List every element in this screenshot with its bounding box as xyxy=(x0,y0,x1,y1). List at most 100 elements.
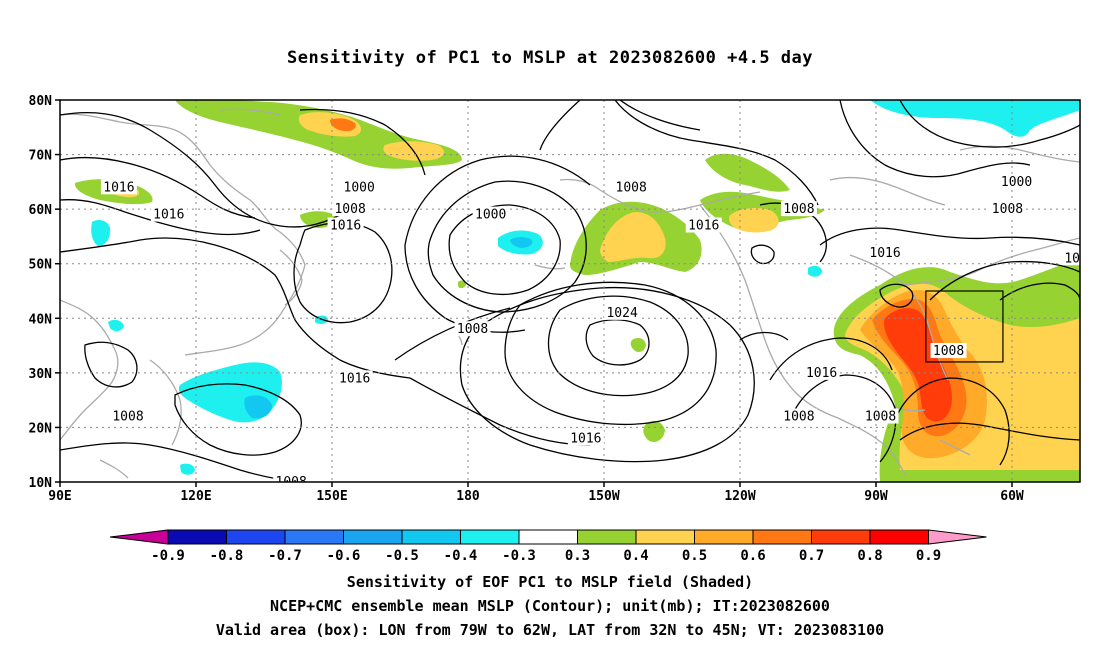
colorbar-swatch xyxy=(811,529,871,545)
colorbar-label: 0.4 xyxy=(623,548,648,564)
longitude-axis: 90E 120E 150E 180 150W 120W 90W 60W xyxy=(48,482,1024,504)
contour-label-bg xyxy=(341,179,378,195)
colorbar-label: -0.9 xyxy=(151,548,185,564)
lat-tick-label: 70N xyxy=(29,149,53,164)
contour-label-bg xyxy=(150,206,187,222)
contour-label-bg xyxy=(100,179,137,195)
contour-label-bg xyxy=(472,206,509,222)
mslp-contours xyxy=(60,100,1080,482)
contour-label: 1016 xyxy=(339,371,370,386)
colorbar-high-triangle xyxy=(928,529,987,545)
colorbar-swatch xyxy=(401,529,461,545)
contour-labels: 1016 1000 1008 1016 1016 1000 1008 1016 1008 1000… xyxy=(100,173,1095,490)
colorbar-label: -0.7 xyxy=(268,548,302,564)
lon-tick-label: 180 xyxy=(456,489,480,504)
caption-line-1: Sensitivity of EOF PC1 to MSLP field (Sh… xyxy=(346,573,754,591)
contour-label-bg xyxy=(862,408,899,424)
lon-tick-label: 90W xyxy=(864,489,888,504)
contour-label-bg xyxy=(780,408,817,424)
colorbar: -0.9 -0.8 -0.7 -0.6 -0.5 -0.4 -0.3 0.3 0.4 0.5 0.6… xyxy=(109,529,987,564)
colorbar-swatch xyxy=(752,529,812,545)
lat-tick-label: 50N xyxy=(29,258,53,273)
shade-negative-small-cyan3 xyxy=(180,463,195,475)
shade-negative-siberia-cyan xyxy=(91,220,111,246)
colorbar-swatch xyxy=(518,529,578,545)
contour-label: 1016 xyxy=(153,208,184,223)
contour-label-bg xyxy=(867,244,904,260)
colorbar-label: -0.8 xyxy=(210,548,244,564)
colorbar-label: 0.8 xyxy=(857,548,882,564)
shade-positive-arctic-orange xyxy=(330,118,356,132)
contour-label-bg xyxy=(273,474,310,482)
contour-label: 1016 xyxy=(806,366,837,381)
shade-positive-pacific-yellow xyxy=(600,212,666,262)
contour-label-bg xyxy=(685,217,722,233)
shade-positive-atlantic-red xyxy=(883,308,952,422)
contour-label: 1008 xyxy=(783,410,814,425)
colorbar-swatch xyxy=(635,529,695,545)
contour-label: 1016 xyxy=(570,431,601,446)
colorbar-swatch xyxy=(343,529,403,545)
lat-tick-label: 10N xyxy=(29,476,53,491)
latitude-axis: 80N 70N 60N 50N 40N 30N 20N 10N xyxy=(29,94,60,491)
plot-frame xyxy=(59,99,1081,483)
contour-label-bg xyxy=(998,173,1035,189)
lat-tick-label: 80N xyxy=(29,94,53,109)
colorbar-swatch xyxy=(284,529,344,545)
contour-label-bg xyxy=(327,217,364,233)
lat-tick-label: 40N xyxy=(29,312,53,327)
colorbar-label: 0.5 xyxy=(682,548,707,564)
contour-label: 1008 xyxy=(457,322,488,337)
colorbar-low-triangle xyxy=(109,529,169,545)
lat-tick-label: 30N xyxy=(29,367,53,382)
contour-label: 1024 xyxy=(606,306,637,321)
contour-label: 1008 xyxy=(992,202,1023,217)
contour-label-bg xyxy=(110,408,146,424)
lon-tick-label: 150W xyxy=(588,489,619,504)
lon-tick-label: 120E xyxy=(180,489,211,504)
colorbar-swatch xyxy=(460,529,520,545)
contour-label: 1008 xyxy=(783,202,814,217)
colorbar-swatch xyxy=(167,529,227,545)
contour-label: 1008 xyxy=(112,410,143,425)
colorbar-swatch xyxy=(577,529,637,545)
colorbar-label: -0.3 xyxy=(502,548,536,564)
colorbar-swatch xyxy=(226,529,286,545)
contour-label: 1016 xyxy=(103,180,134,195)
contour-label-bg xyxy=(332,201,369,217)
lon-tick-label: 150E xyxy=(316,489,347,504)
shade-positive-na-yellow xyxy=(729,207,779,233)
shade-negative-wpac-blue xyxy=(244,395,272,419)
contour-label: 1008 xyxy=(616,180,647,195)
contour-label-bg xyxy=(803,364,840,380)
contour-label: 1000 xyxy=(1001,175,1032,190)
colorbar-label: 0.3 xyxy=(565,548,590,564)
chart-title: Sensitivity of PC1 to MSLP at 2023082600… xyxy=(286,48,813,68)
contour-label: 1008 xyxy=(276,475,307,490)
colorbar-swatch xyxy=(869,529,929,545)
contour-label-bg xyxy=(454,321,491,337)
contour-label-bg xyxy=(930,343,967,359)
lon-tick-label: 90E xyxy=(48,489,71,504)
contour-label: 1016 xyxy=(688,219,719,234)
contour-label: 1016 xyxy=(1064,251,1095,266)
shade-positive-small-green3 xyxy=(458,280,466,289)
contour-label: 1016 xyxy=(869,246,900,261)
contour-label-bg xyxy=(613,179,650,195)
shade-negative-aleutian-blue xyxy=(510,237,533,248)
shade-negative-small-cyan2 xyxy=(108,319,124,332)
shade-negative-gulf-cyan xyxy=(808,265,822,277)
contour-label-bg xyxy=(567,430,604,446)
contour-label-bg xyxy=(604,304,641,320)
colorbar-label: -0.6 xyxy=(327,548,361,564)
shade-positive-na-green2 xyxy=(705,153,790,192)
shading-layer xyxy=(74,100,1080,482)
contour-label: 1008 xyxy=(865,410,896,425)
contour-label: 1000 xyxy=(344,180,375,195)
colorbar-label: 0.7 xyxy=(799,548,824,564)
contour-label-bg xyxy=(1062,250,1080,266)
contour-label-bg xyxy=(336,370,373,386)
caption-line-3: Valid area (box): LON from 79W to 62W, L… xyxy=(215,621,885,639)
contour-label-bg xyxy=(780,201,817,217)
